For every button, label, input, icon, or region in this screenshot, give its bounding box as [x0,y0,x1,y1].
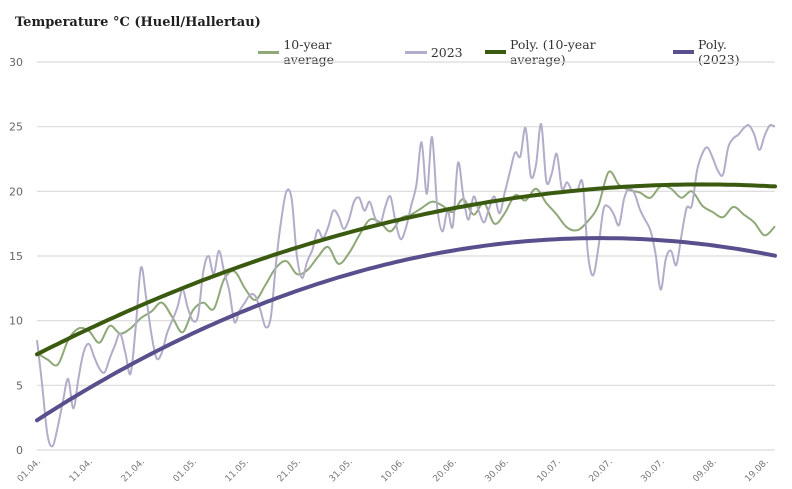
chart-title: Temperature °C (Huell/Hallertau) [15,15,261,30]
x-tick-label: 10.07. [536,457,563,484]
x-tick-label: 19.08. [743,457,770,484]
y-tick-label: 0 [16,444,23,457]
series-line-10-year-average [36,170,776,367]
x-tick-label: 20.06. [432,457,459,484]
x-tick-label: 01.05. [172,457,199,484]
y-tick-label: 20 [9,185,23,198]
x-tick-label: 30.07. [639,457,666,484]
y-tick-label: 25 [9,121,23,134]
legend-swatch-10-year-average [258,50,280,54]
y-tick-label: 30 [9,56,23,69]
x-tick-label: 21.05. [276,457,303,484]
legend-label-poly-10-year-average: Poly. (10-year average) [509,37,596,67]
legend-label-10-year-average: 10-year average [283,37,335,67]
legend-item-10-year-average: 10-year average [258,37,383,67]
trend-line-poly-2023 [35,236,777,423]
x-tick-label: 31.05. [328,457,355,484]
chart-legend: 10-year average 2023 Poly. (10-year aver… [258,37,792,67]
x-tick-label: 30.06. [484,457,511,484]
y-tick-label: 5 [16,379,23,392]
y-tick-label: 10 [9,315,23,328]
x-tick-label: 10.06. [380,457,407,484]
legend-swatch-2023 [404,50,427,54]
legend-item-poly-2023: Poly. (2023) [672,37,770,67]
series-line-2023 [36,123,776,448]
legend-swatch-poly-2023 [672,50,694,54]
x-tick-label: 11.05. [224,457,251,484]
legend-item-poly-10-year-average: Poly. (10-year average) [484,37,651,67]
x-tick-label: 01.04. [16,457,43,484]
trend-line-poly-10-year-average [35,182,777,357]
x-tick-label: 21.04. [120,457,147,484]
legend-item-2023: 2023 [404,44,463,60]
y-tick-label: 15 [9,250,23,263]
legend-label-2023: 2023 [430,44,463,60]
x-tick-label: 20.07. [587,457,614,484]
legend-swatch-poly-10-year-average [484,50,506,54]
x-tick-label: 09.08. [691,457,718,484]
x-tick-label: 11.04. [68,457,95,484]
legend-label-poly-2023: Poly. (2023) [698,37,740,67]
